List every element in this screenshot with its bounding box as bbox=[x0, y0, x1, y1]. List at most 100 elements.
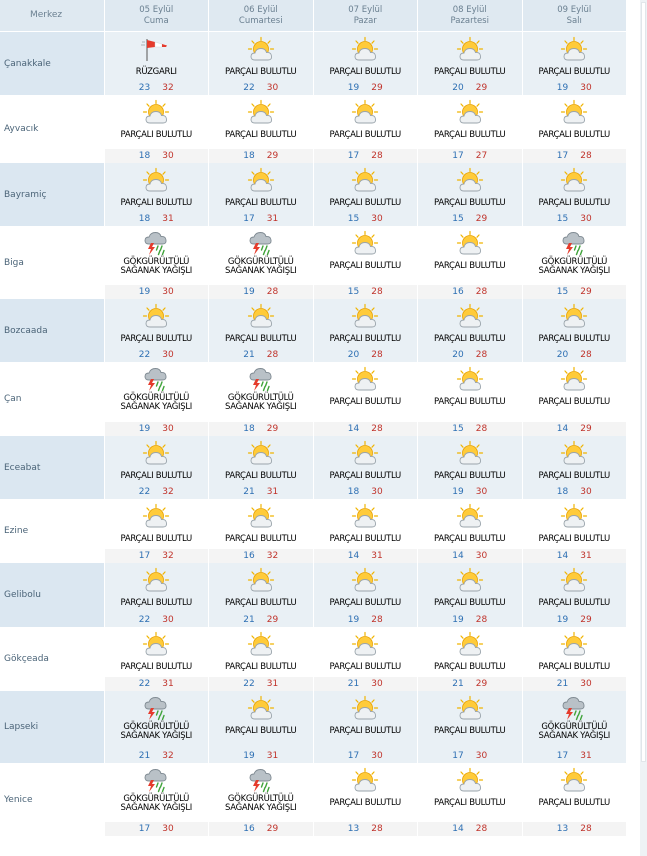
min-temperature: 17 bbox=[347, 751, 360, 761]
forecast-cell-top: PARÇALI BULUTLU bbox=[418, 436, 522, 485]
forecast-cell-top: PARÇALI BULUTLU bbox=[209, 95, 313, 149]
partly-cloudy-icon bbox=[245, 440, 277, 466]
min-temperature: 14 bbox=[452, 824, 464, 834]
min-temperature: 18 bbox=[138, 151, 151, 161]
condition-label: PARÇALI BULUTLU bbox=[434, 334, 506, 344]
max-temperature: 31 bbox=[266, 679, 279, 689]
temperature-range: 22 30 bbox=[104, 348, 208, 362]
temperature-range: 18 29 bbox=[209, 149, 313, 163]
forecast-cell: PARÇALI BULUTLU 21 30 bbox=[522, 627, 627, 691]
partly-cloudy-icon bbox=[349, 440, 381, 466]
forecast-cell-top: PARÇALI BULUTLU bbox=[418, 691, 522, 749]
forecast-cell: PARÇALI BULUTLU 19 30 bbox=[522, 32, 627, 95]
condition-label: PARÇALI BULUTLU bbox=[538, 471, 611, 481]
condition-label: PARÇALI BULUTLU bbox=[120, 334, 193, 344]
city-name: Gökçeada bbox=[0, 627, 105, 691]
partly-cloudy-icon bbox=[245, 567, 277, 593]
min-temperature: 20 bbox=[556, 350, 569, 360]
forecast-cell: PARÇALI BULUTLU 22 30 bbox=[104, 299, 209, 362]
condition-label: PARÇALI BULUTLU bbox=[538, 67, 611, 77]
condition-label: PARÇALI BULUTLU bbox=[329, 334, 402, 344]
temperature-range: 19 28 bbox=[209, 285, 313, 299]
condition-label: PARÇALI BULUTLU bbox=[225, 130, 297, 140]
forecast-cell-top: PARÇALI BULUTLU bbox=[104, 163, 208, 212]
max-temperature: 31 bbox=[371, 551, 383, 561]
forecast-cell: PARÇALI BULUTLU 20 28 bbox=[522, 299, 627, 362]
forecast-cell-top: PARÇALI BULUTLU bbox=[209, 163, 313, 212]
temperature-range: 15 29 bbox=[418, 212, 522, 226]
forecast-cell: PARÇALI BULUTLU 16 32 bbox=[209, 499, 314, 563]
min-temperature: 16 bbox=[243, 551, 255, 561]
condition-label: PARÇALI BULUTLU bbox=[225, 334, 297, 344]
forecast-cell-top: PARÇALI BULUTLU bbox=[522, 499, 626, 549]
header-day: 07 Eylül Pazar bbox=[313, 0, 418, 32]
min-temperature: 20 bbox=[347, 350, 360, 360]
forecast-cell-top: GÖKGÜRÜLTÜLÜ SAĞANAK YAĞIŞLI bbox=[209, 362, 313, 422]
forecast-cell-top: PARÇALI BULUTLU bbox=[313, 95, 417, 149]
max-temperature: 30 bbox=[162, 424, 174, 434]
forecast-cell-top: PARÇALI BULUTLU bbox=[418, 32, 522, 81]
forecast-cell: GÖKGÜRÜLTÜLÜ SAĞANAK YAĞIŞLI 19 30 bbox=[104, 226, 209, 299]
min-temperature: 17 bbox=[347, 151, 360, 161]
condition-label: GÖKGÜRÜLTÜLÜ bbox=[227, 393, 294, 403]
condition-label: PARÇALI BULUTLU bbox=[120, 662, 193, 672]
temperature-range: 17 32 bbox=[104, 549, 208, 563]
forecast-row: Yenice GÖKGÜRÜLTÜLÜ SAĞANAK YAĞIŞLI 17 30 GÖK… bbox=[0, 763, 627, 836]
temperature-range: 17 30 bbox=[313, 749, 417, 763]
temperature-range: 15 29 bbox=[522, 285, 626, 299]
partly-cloudy-icon bbox=[454, 99, 486, 125]
condition-label: PARÇALI BULUTLU bbox=[538, 662, 611, 672]
min-temperature: 15 bbox=[452, 424, 464, 434]
partly-cloudy-icon bbox=[349, 567, 381, 593]
partly-cloudy-icon bbox=[558, 366, 590, 392]
forecast-cell: PARÇALI BULUTLU 19 29 bbox=[313, 32, 418, 95]
forecast-cell-top: PARÇALI BULUTLU bbox=[209, 499, 313, 549]
header-date: 05 Eylül bbox=[139, 4, 174, 15]
forecast-cell-top: PARÇALI BULUTLU bbox=[522, 362, 626, 422]
condition-label: PARÇALI BULUTLU bbox=[434, 471, 506, 481]
min-temperature: 17 bbox=[138, 824, 151, 834]
max-temperature: 28 bbox=[475, 615, 488, 625]
condition-label: PARÇALI BULUTLU bbox=[329, 130, 402, 140]
forecast-cell: PARÇALI BULUTLU 19 30 bbox=[418, 436, 523, 499]
forecast-cell: PARÇALI BULUTLU 19 31 bbox=[209, 691, 314, 763]
min-temperature: 15 bbox=[556, 214, 569, 224]
scrollbar-thumb[interactable] bbox=[641, 2, 646, 762]
forecast-cell-top: PARÇALI BULUTLU bbox=[418, 226, 522, 285]
condition-label: PARÇALI BULUTLU bbox=[329, 598, 402, 608]
condition-label: PARÇALI BULUTLU bbox=[329, 397, 402, 407]
forecast-cell: PARÇALI BULUTLU 18 31 bbox=[104, 163, 209, 226]
condition-label: PARÇALI BULUTLU bbox=[538, 130, 611, 140]
min-temperature: 21 bbox=[243, 615, 255, 625]
header-date: 09 Eylül bbox=[557, 4, 592, 15]
forecast-cell: PARÇALI BULUTLU 18 29 bbox=[209, 95, 314, 163]
partly-cloudy-icon bbox=[454, 695, 486, 721]
header-dayname: Cuma bbox=[143, 15, 169, 26]
min-temperature: 19 bbox=[452, 615, 464, 625]
min-temperature: 21 bbox=[138, 751, 151, 761]
partly-cloudy-icon bbox=[349, 695, 381, 721]
forecast-cell-top: GÖKGÜRÜLTÜLÜ SAĞANAK YAĞIŞLI bbox=[209, 226, 313, 285]
max-temperature: 30 bbox=[580, 214, 592, 224]
header-day: 05 Eylül Cuma bbox=[104, 0, 209, 32]
min-temperature: 14 bbox=[556, 424, 569, 434]
thunderstorm-icon bbox=[245, 767, 277, 793]
min-temperature: 22 bbox=[138, 679, 151, 689]
forecast-cell: PARÇALI BULUTLU 14 30 bbox=[418, 499, 523, 563]
forecast-cell: PARÇALI BULUTLU 17 28 bbox=[313, 95, 418, 163]
forecast-cell-top: PARÇALI BULUTLU bbox=[209, 627, 313, 677]
forecast-table: Merkez 05 Eylül Cuma 06 Eylül Cumartesi 07… bbox=[0, 0, 627, 836]
forecast-cell: PARÇALI BULUTLU 20 28 bbox=[313, 299, 418, 362]
partly-cloudy-icon bbox=[558, 99, 590, 125]
max-temperature: 30 bbox=[162, 287, 174, 297]
min-temperature: 17 bbox=[243, 214, 255, 224]
max-temperature: 28 bbox=[475, 424, 488, 434]
forecast-cell: PARÇALI BULUTLU 13 28 bbox=[522, 763, 627, 836]
min-temperature: 17 bbox=[556, 751, 569, 761]
partly-cloudy-icon bbox=[558, 503, 590, 529]
temperature-range: 19 30 bbox=[522, 81, 626, 95]
forecast-cell: PARÇALI BULUTLU 15 30 bbox=[522, 163, 627, 226]
scrollbar-track[interactable] bbox=[640, 0, 647, 856]
condition-label: PARÇALI BULUTLU bbox=[329, 471, 402, 481]
partly-cloudy-icon bbox=[349, 99, 381, 125]
